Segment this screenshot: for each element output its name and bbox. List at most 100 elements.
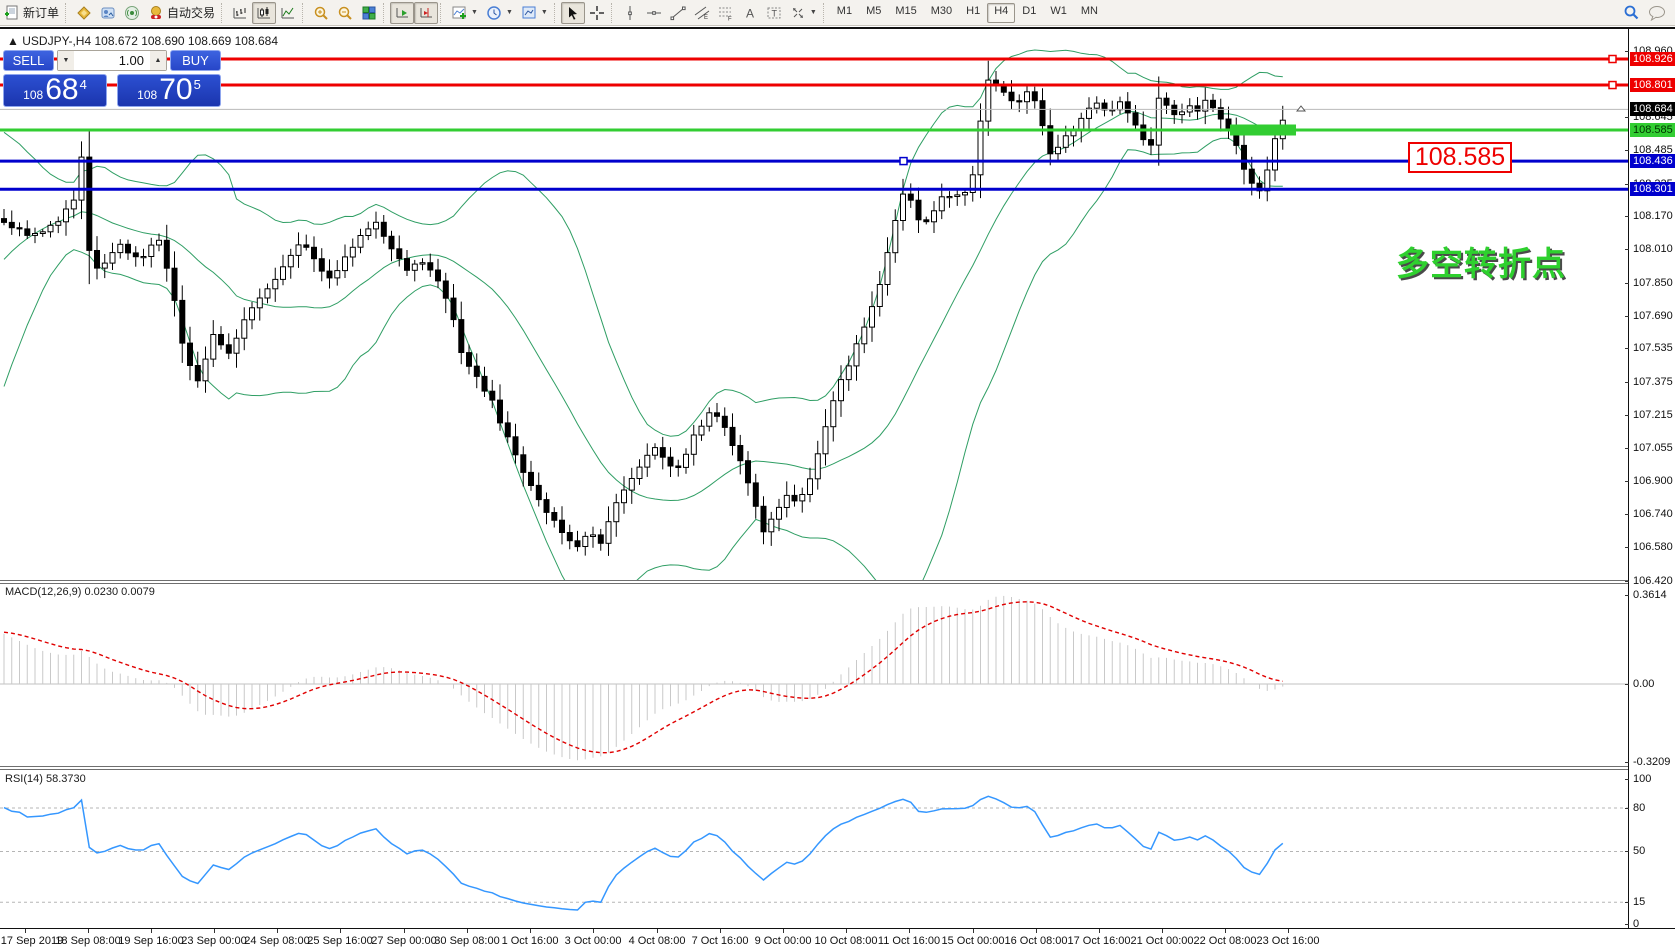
axis-tick-mark [1625,923,1629,925]
channel-button[interactable]: E [690,2,714,24]
periods-button[interactable]: ▼ [482,2,517,24]
candle-bullish [287,254,294,268]
sell-button[interactable]: SELL [3,50,54,71]
timeframe-button-d1[interactable]: D1 [1022,4,1037,17]
axis-tick-mark [1625,778,1629,780]
candle-bullish [334,270,341,279]
zoom-out-button[interactable] [333,2,357,24]
text-icon: A [746,6,754,20]
new-order-label: 新订单 [23,6,60,20]
time-axis-label: 9 Oct 00:00 [754,935,812,947]
candle-bearish [752,482,759,507]
rsi-pane[interactable] [0,770,1629,928]
arrows-button[interactable]: ▼ [786,2,821,24]
timeframe-button-m30[interactable]: M30 [930,4,953,17]
chinese-note-annotation[interactable]: 多空转折点 [1396,245,1566,282]
line-selection-handle[interactable] [899,156,908,166]
chart-shift-button[interactable] [414,1,439,24]
axis-tick-mark [1625,183,1629,185]
vertical-line-button[interactable] [618,2,642,24]
time-tick-mark [530,929,531,933]
cursor-button[interactable] [560,1,585,24]
horizontal-line-button[interactable] [642,2,666,24]
tile-windows-button[interactable] [357,2,381,24]
signal-icon [125,5,140,20]
time-tick-mark [846,929,847,933]
signals-button[interactable] [120,2,144,24]
price-level-annotation[interactable]: 108.585 [1408,142,1512,173]
zoom-in-icon [314,6,328,20]
timeframe-button-m5[interactable]: M5 [866,4,882,17]
candle-bullish [32,233,38,236]
bar-chart-button[interactable] [228,2,252,24]
candle-bearish [481,375,488,392]
time-axis-label: 23 Sep 00:00 [181,935,247,947]
price-axis[interactable]: 108.960108.645108.485108.325108.170108.0… [1625,29,1675,930]
volume-decrease-button[interactable]: ▼ [58,51,74,70]
time-axis-label: 27 Sep 00:00 [371,935,437,947]
trendline-icon [670,6,686,20]
fibonacci-button[interactable]: F [714,2,738,24]
volume-increase-button[interactable]: ▲ [150,51,166,70]
zoom-in-button[interactable] [309,2,333,24]
autotrade-button[interactable]: 自动交易 [144,2,219,24]
timeframe-button-m1[interactable]: M1 [836,4,853,17]
profile-button[interactable] [96,2,120,24]
toolbar-separator [440,2,445,23]
candle-bullish [280,266,286,280]
candle-bearish [326,270,333,279]
timeframe-button-h1[interactable]: H1 [966,4,981,17]
line-selection-handle[interactable] [1608,54,1617,64]
svg-text:T: T [771,8,777,18]
line-selection-handle[interactable] [1608,80,1617,90]
line-chart-button[interactable] [276,2,300,24]
auto-scroll-button[interactable] [390,1,415,24]
pane-splitter[interactable] [0,766,1675,770]
search-icon[interactable] [1623,4,1640,21]
main-price-pane[interactable] [0,29,1629,582]
trendline-button[interactable] [666,2,690,24]
vertical-line-icon [628,5,632,20]
timeframe-button-mn[interactable]: MN [1080,4,1098,17]
text-label-button[interactable]: T [762,2,786,24]
toolbar-separator [383,2,388,23]
candle-bullish [1179,111,1185,116]
chat-icon[interactable] [1648,5,1667,21]
price-tick-label: 107.055 [1633,442,1673,455]
buy-button[interactable]: BUY [170,50,221,71]
timeframe-button-w1[interactable]: W1 [1050,4,1067,17]
crosshair-button[interactable] [585,2,609,24]
time-axis[interactable]: 17 Sep 2019 18 Sep 08:00 19 Sep 16:00 23 Se… [0,928,1675,950]
time-tick-mark [593,929,594,933]
candle-bullish [613,502,620,523]
candlestick-chart-button[interactable] [252,1,277,24]
sell-price-prefix: 108 [23,88,44,102]
candle-bullish [272,278,279,290]
green-zone-annotation[interactable] [1230,124,1296,136]
macd-pane[interactable] [0,584,1629,768]
timeframe-button-h4[interactable]: H4 [987,2,1016,23]
candle-bearish [388,235,395,250]
indicators-button[interactable]: ▼ [447,2,482,24]
gold-badge-button[interactable] [72,2,96,24]
templates-button[interactable]: ▼ [517,2,552,24]
price-tick-label: 108.170 [1633,210,1673,222]
buy-price-big: 70 [159,73,193,106]
rsi-tick-label: 0 [1633,917,1640,930]
time-axis-label: 16 Oct 08:00 [1004,935,1068,947]
buy-price-display[interactable]: 108 70 5 [117,74,221,107]
candle-bullish [117,243,124,254]
pane-splitter[interactable] [0,580,1675,584]
candle-bearish [791,494,798,502]
collapse-arrow-icon[interactable]: ▲ [7,34,19,48]
time-axis-label: 15 Oct 00:00 [941,935,1005,947]
dropdown-caret: ▼ [505,9,513,16]
timeframe-button-m15[interactable]: M15 [895,4,917,17]
new-order-button[interactable]: 新订单 [0,2,63,24]
text-button[interactable]: A [738,2,762,24]
buy-price-sup: 5 [193,77,201,92]
candle-bullish [683,453,689,468]
sell-price-display[interactable]: 108 68 4 [3,74,107,107]
candle-bullish [1272,138,1278,171]
volume-input[interactable] [74,51,150,70]
